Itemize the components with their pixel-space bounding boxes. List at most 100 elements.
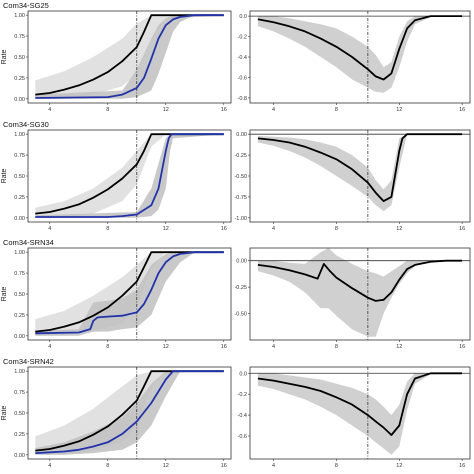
- x-tick-label: 12: [163, 463, 169, 469]
- series-line-0: [257, 259, 463, 302]
- chart-panel-1-right: 0.00 -0.25 -0.50 -0.75 -1.00 4 8 12 16: [234, 129, 471, 232]
- y-tick-label: -0.50: [234, 174, 247, 180]
- chart-panel-0-left: Com34-SG25 0.00 0.25 0.50 0.75 1.00 4 8 12 16 Rate: [1, 1, 232, 113]
- x-tick-label: 4: [272, 344, 275, 350]
- y-tick-label: 0.00: [14, 453, 25, 459]
- x-tick-label: 8: [106, 463, 109, 469]
- ci-band-0: [35, 134, 224, 218]
- y-tick-label: 0.25: [14, 313, 25, 319]
- y-tick-label: -0.2: [238, 392, 247, 398]
- x-tick-label: 8: [106, 226, 109, 232]
- x-tick-label: 8: [106, 107, 109, 113]
- x-tick-label: 4: [48, 226, 51, 232]
- x-tick-label: 16: [459, 463, 465, 469]
- y-tick-label: 0.25: [14, 432, 25, 438]
- y-tick-label: 0.75: [14, 34, 25, 40]
- x-tick-label: 12: [163, 226, 169, 232]
- y-tick-label: 0.75: [14, 153, 25, 159]
- y-tick-label: 0.75: [14, 390, 25, 396]
- x-tick-label: 8: [335, 344, 338, 350]
- row-title: Com34-SRN34: [3, 238, 54, 247]
- y-axis-label: Rate: [1, 406, 8, 421]
- y-tick-label: -0.6: [238, 75, 247, 81]
- chart-panel-1-left: Com34-SG30 0.00 0.25 0.50 0.75 1.00 4 8 12 16 Rate: [1, 120, 232, 232]
- row-title: Com34-SG30: [3, 120, 49, 129]
- y-tick-label: -0.50: [234, 312, 247, 318]
- x-tick-label: 16: [221, 463, 227, 469]
- chart-panel-3-left: Com34-SRN42 0.00 0.25 0.50 0.75 1.00 4 8 12 16 Rat…: [1, 357, 232, 469]
- y-tick-label: -0.4: [238, 55, 247, 61]
- y-tick-label: 0.00: [14, 97, 25, 103]
- y-axis-label: Rate: [1, 169, 8, 184]
- ci-band-1: [35, 371, 224, 455]
- y-tick-label: -1.00: [234, 216, 247, 222]
- x-tick-label: 4: [272, 107, 275, 113]
- series-line-1: [35, 133, 224, 218]
- ci-band-0: [35, 15, 224, 99]
- y-tick-label: 0.0: [239, 371, 247, 377]
- x-tick-label: 16: [221, 344, 227, 350]
- x-tick-label: 12: [396, 107, 402, 113]
- x-tick-label: 16: [459, 226, 465, 232]
- chart-panel-2-left: Com34-SRN34 0.00 0.25 0.50 0.75 1.00 4 8 12 16 Rat…: [1, 238, 232, 350]
- x-tick-label: 12: [396, 463, 402, 469]
- x-tick-label: 4: [48, 107, 51, 113]
- series-line-0: [257, 372, 463, 436]
- x-tick-label: 12: [163, 344, 169, 350]
- chart-panel-2-right: 0.00 -0.25 -0.50 4 8 12 16: [234, 247, 471, 350]
- x-tick-label: 16: [221, 226, 227, 232]
- y-tick-label: -0.25: [234, 285, 247, 291]
- series-line-0: [35, 133, 224, 215]
- y-tick-label: 0.25: [14, 76, 25, 82]
- y-tick-label: -0.75: [234, 195, 247, 201]
- y-tick-label: 0.50: [14, 174, 25, 180]
- series-line-1: [35, 251, 224, 335]
- y-tick-label: 0.00: [14, 216, 25, 222]
- series-line-0: [35, 14, 224, 96]
- x-tick-label: 16: [221, 107, 227, 113]
- y-tick-label: 0.00: [236, 259, 247, 265]
- x-tick-label: 8: [335, 463, 338, 469]
- y-tick-label: 0.50: [14, 292, 25, 298]
- y-tick-label: 0.50: [14, 411, 25, 417]
- x-tick-label: 12: [396, 226, 402, 232]
- y-tick-label: 1.00: [14, 369, 25, 375]
- ci-band-0: [257, 16, 463, 93]
- series-line-0: [257, 15, 463, 81]
- y-tick-label: 0.25: [14, 195, 25, 201]
- plot-border: [249, 366, 471, 460]
- y-tick-label: 0.75: [14, 271, 25, 277]
- y-axis-label: Rate: [1, 50, 8, 65]
- series-line-0: [257, 133, 463, 202]
- x-tick-label: 4: [272, 463, 275, 469]
- series-line-0: [35, 370, 224, 452]
- y-axis-label: Rate: [1, 287, 8, 302]
- y-tick-label: -0.6: [238, 434, 247, 440]
- y-tick-label: 1.00: [14, 13, 25, 19]
- x-tick-label: 4: [48, 344, 51, 350]
- x-tick-label: 4: [272, 226, 275, 232]
- series-line-1: [35, 14, 224, 99]
- x-tick-label: 12: [396, 344, 402, 350]
- x-tick-label: 8: [335, 107, 338, 113]
- y-tick-label: 1.00: [14, 132, 25, 138]
- series-line-1: [35, 370, 224, 454]
- series-line-0: [35, 251, 224, 333]
- row-title: Com34-SG25: [3, 1, 49, 10]
- ci-band-1: [35, 15, 224, 99]
- y-tick-label: 1.00: [14, 250, 25, 256]
- y-tick-label: 0.00: [14, 334, 25, 340]
- y-tick-label: -0.8: [238, 96, 247, 102]
- x-tick-label: 12: [163, 107, 169, 113]
- x-tick-label: 8: [335, 226, 338, 232]
- x-tick-label: 16: [459, 344, 465, 350]
- x-tick-label: 8: [106, 344, 109, 350]
- row-title: Com34-SRN42: [3, 357, 54, 366]
- x-tick-label: 16: [459, 107, 465, 113]
- chart-panel-3-right: 0.0 -0.2 -0.4 -0.6 4 8 12 16: [238, 366, 471, 469]
- y-tick-label: 0.50: [14, 55, 25, 61]
- ci-band-0: [257, 134, 463, 212]
- y-tick-label: -0.25: [234, 153, 247, 159]
- y-tick-label: -0.4: [238, 413, 247, 419]
